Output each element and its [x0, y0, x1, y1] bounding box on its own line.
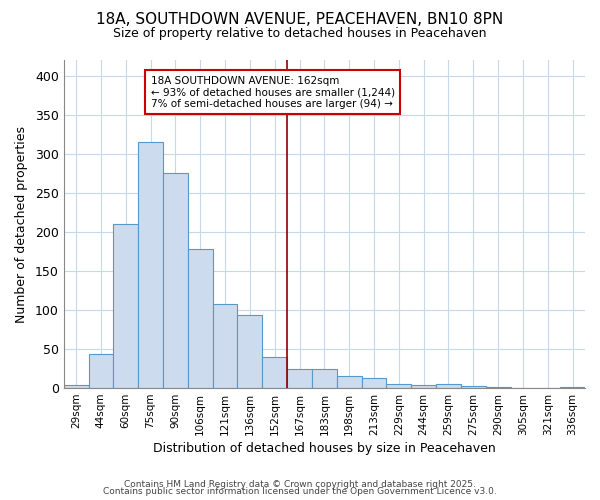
Bar [138, 142, 163, 388]
Bar [337, 376, 362, 388]
Bar [113, 224, 138, 388]
Text: 18A, SOUTHDOWN AVENUE, PEACEHAVEN, BN10 8PN: 18A, SOUTHDOWN AVENUE, PEACEHAVEN, BN10 … [97, 12, 503, 28]
Bar [312, 368, 337, 388]
Bar [486, 386, 511, 388]
Text: Contains public sector information licensed under the Open Government Licence v3: Contains public sector information licen… [103, 488, 497, 496]
Bar [262, 357, 287, 388]
Text: Size of property relative to detached houses in Peacehaven: Size of property relative to detached ho… [113, 28, 487, 40]
Bar [386, 384, 411, 388]
Text: Contains HM Land Registry data © Crown copyright and database right 2025.: Contains HM Land Registry data © Crown c… [124, 480, 476, 489]
Bar [362, 378, 386, 388]
Bar [212, 304, 238, 388]
Text: 18A SOUTHDOWN AVENUE: 162sqm
← 93% of detached houses are smaller (1,244)
7% of : 18A SOUTHDOWN AVENUE: 162sqm ← 93% of de… [151, 76, 395, 109]
Y-axis label: Number of detached properties: Number of detached properties [15, 126, 28, 322]
Bar [64, 385, 89, 388]
Bar [163, 174, 188, 388]
Bar [461, 386, 486, 388]
Bar [287, 368, 312, 388]
X-axis label: Distribution of detached houses by size in Peacehaven: Distribution of detached houses by size … [153, 442, 496, 455]
Bar [188, 249, 212, 388]
Bar [411, 385, 436, 388]
Bar [560, 386, 585, 388]
Bar [238, 316, 262, 388]
Bar [89, 354, 113, 388]
Bar [436, 384, 461, 388]
